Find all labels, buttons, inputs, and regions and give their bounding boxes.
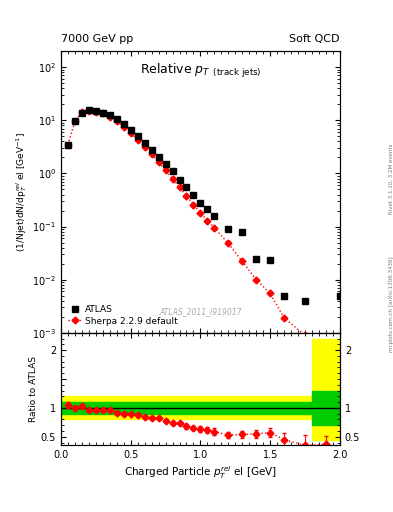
ATLAS bbox=[163, 161, 168, 167]
Sherpa 2.2.9 default bbox=[101, 110, 105, 116]
Sherpa 2.2.9 default bbox=[268, 290, 273, 296]
Bar bbox=[312, 391, 340, 425]
ATLAS bbox=[198, 200, 203, 206]
Sherpa 2.2.9 default bbox=[163, 167, 168, 173]
Sherpa 2.2.9 default bbox=[121, 124, 126, 130]
Text: Rivet 3.1.10, 3.2M events: Rivet 3.1.10, 3.2M events bbox=[389, 143, 393, 214]
Sherpa 2.2.9 default bbox=[128, 130, 133, 136]
ATLAS bbox=[170, 168, 175, 174]
Sherpa 2.2.9 default bbox=[212, 225, 217, 231]
Line: Sherpa 2.2.9 default: Sherpa 2.2.9 default bbox=[66, 109, 329, 349]
Sherpa 2.2.9 default bbox=[149, 151, 154, 157]
ATLAS bbox=[177, 177, 182, 183]
ATLAS bbox=[212, 212, 217, 219]
ATLAS bbox=[303, 298, 307, 304]
ATLAS bbox=[79, 110, 84, 116]
Text: mcplots.cern.ch [arXiv:1306.3436]: mcplots.cern.ch [arXiv:1306.3436] bbox=[389, 256, 393, 352]
ATLAS bbox=[184, 184, 189, 190]
ATLAS bbox=[107, 112, 112, 118]
Sherpa 2.2.9 default bbox=[205, 218, 210, 224]
Sherpa 2.2.9 default bbox=[94, 109, 98, 115]
Sherpa 2.2.9 default bbox=[198, 210, 203, 216]
Bar bbox=[312, 338, 340, 440]
Sherpa 2.2.9 default bbox=[254, 276, 259, 283]
Sherpa 2.2.9 default bbox=[240, 259, 244, 265]
ATLAS bbox=[191, 191, 196, 198]
ATLAS bbox=[121, 121, 126, 127]
Sherpa 2.2.9 default bbox=[170, 176, 175, 182]
Y-axis label: Ratio to ATLAS: Ratio to ATLAS bbox=[29, 356, 38, 422]
Sherpa 2.2.9 default bbox=[282, 315, 286, 321]
Text: Soft QCD: Soft QCD bbox=[290, 33, 340, 44]
ATLAS bbox=[73, 118, 77, 124]
ATLAS bbox=[86, 107, 91, 113]
Bar bbox=[61, 396, 312, 419]
Sherpa 2.2.9 default bbox=[142, 143, 147, 150]
Bar bbox=[61, 402, 312, 414]
ATLAS bbox=[101, 110, 105, 116]
ATLAS bbox=[205, 206, 210, 212]
ATLAS bbox=[94, 108, 98, 114]
X-axis label: Charged Particle $p^{rel}_{T}$ el [GeV]: Charged Particle $p^{rel}_{T}$ el [GeV] bbox=[124, 464, 277, 481]
ATLAS bbox=[128, 127, 133, 133]
Sherpa 2.2.9 default bbox=[135, 137, 140, 143]
ATLAS bbox=[66, 141, 70, 147]
Line: ATLAS: ATLAS bbox=[64, 106, 309, 304]
ATLAS bbox=[114, 116, 119, 122]
Sherpa 2.2.9 default bbox=[303, 332, 307, 338]
Sherpa 2.2.9 default bbox=[73, 118, 77, 124]
Y-axis label: (1/Njet)dN/dp$^{rel}_{T}$ el [GeV$^{-1}$]: (1/Njet)dN/dp$^{rel}_{T}$ el [GeV$^{-1}$… bbox=[15, 132, 29, 252]
Legend: ATLAS, Sherpa 2.2.9 default: ATLAS, Sherpa 2.2.9 default bbox=[65, 302, 181, 328]
ATLAS bbox=[254, 257, 259, 263]
Sherpa 2.2.9 default bbox=[66, 141, 70, 147]
Sherpa 2.2.9 default bbox=[226, 241, 231, 247]
Sherpa 2.2.9 default bbox=[191, 201, 196, 207]
Sherpa 2.2.9 default bbox=[184, 194, 189, 200]
ATLAS bbox=[156, 155, 161, 161]
ATLAS bbox=[149, 146, 154, 153]
Text: ATLAS_2011_I919017: ATLAS_2011_I919017 bbox=[159, 307, 242, 316]
Sherpa 2.2.9 default bbox=[107, 114, 112, 120]
ATLAS bbox=[226, 226, 231, 232]
ATLAS bbox=[142, 140, 147, 146]
Sherpa 2.2.9 default bbox=[114, 118, 119, 124]
Sherpa 2.2.9 default bbox=[324, 344, 329, 350]
Sherpa 2.2.9 default bbox=[177, 184, 182, 190]
Sherpa 2.2.9 default bbox=[156, 159, 161, 165]
Text: Relative $p_T$ $\mathregular{_{(track\ jets)}}$: Relative $p_T$ $\mathregular{_{(track\ j… bbox=[140, 62, 261, 80]
ATLAS bbox=[268, 258, 273, 264]
ATLAS bbox=[240, 229, 244, 235]
ATLAS bbox=[135, 133, 140, 139]
Sherpa 2.2.9 default bbox=[79, 109, 84, 115]
Sherpa 2.2.9 default bbox=[86, 108, 91, 114]
Text: 7000 GeV pp: 7000 GeV pp bbox=[61, 33, 133, 44]
ATLAS bbox=[282, 292, 286, 298]
